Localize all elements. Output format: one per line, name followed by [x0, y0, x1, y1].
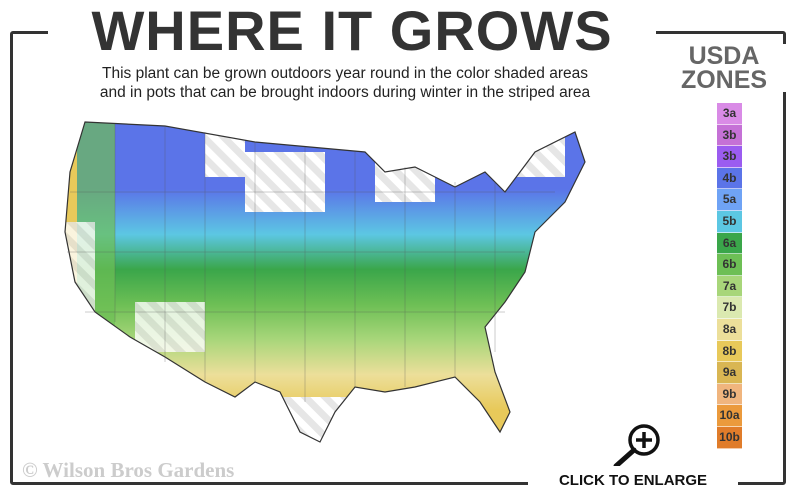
legend-zone-8b: 8b — [717, 340, 742, 363]
legend-zone-3a: 3a — [717, 103, 742, 125]
legend-zone-10a: 10a — [717, 405, 742, 427]
page-title: WHERE IT GROWS — [48, 0, 656, 62]
legend-zone-3b: 3b — [717, 124, 742, 147]
legend-zone-3b: 3b — [717, 146, 742, 168]
magnifier-plus-icon[interactable] — [610, 422, 666, 468]
copyright-watermark: © Wilson Bros Gardens — [22, 458, 235, 482]
legend-title: USDA ZONES — [662, 42, 786, 94]
legend-zone-5a: 5a — [717, 189, 742, 211]
zone-legend: 3a 3b 3b 4b 5a 5b 6a 6b 7a 7b 8a 8b 9a 9b 10a 10b — [717, 103, 742, 449]
subtitle-line-1: This plant can be grown outdoors year ro… — [102, 65, 588, 82]
legend-zone-6a: 6a — [717, 232, 742, 255]
subtitle: This plant can be grown outdoors year ro… — [40, 64, 650, 102]
legend-zone-8a: 8a — [717, 318, 742, 341]
legend-zone-6b: 6b — [717, 254, 742, 276]
click-to-enlarge-button[interactable]: CLICK TO ENLARGE — [528, 466, 738, 496]
legend-title-line-1: USDA — [688, 42, 760, 70]
subtitle-line-2: and in pots that can be brought indoors … — [99, 84, 591, 101]
legend-zone-7b: 7b — [717, 297, 742, 319]
legend-zone-9b: 9b — [717, 383, 742, 406]
legend-zone-7a: 7a — [717, 275, 742, 298]
legend-zone-9a: 9a — [717, 362, 742, 384]
legend-zone-4b: 4b — [717, 167, 742, 190]
us-zone-map[interactable] — [55, 112, 595, 462]
legend-zone-10b: 10b — [717, 426, 742, 449]
legend-title-line-2: ZONES — [680, 66, 768, 94]
legend-zone-5b: 5b — [717, 210, 742, 233]
